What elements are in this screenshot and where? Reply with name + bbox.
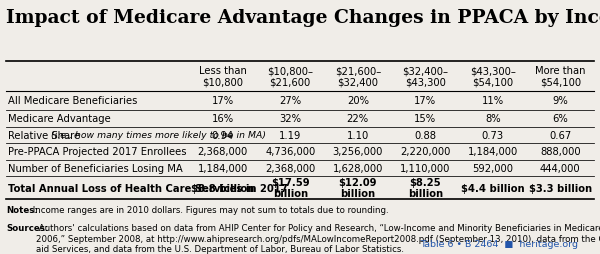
Text: Less than
$10,800: Less than $10,800 (199, 66, 247, 88)
Text: $8.8 billion: $8.8 billion (191, 183, 254, 193)
Text: 27%: 27% (279, 96, 301, 106)
Text: $12.09
billion: $12.09 billion (338, 177, 377, 199)
Text: 8%: 8% (485, 114, 500, 124)
Text: 15%: 15% (414, 114, 436, 124)
Text: $21,600–
$32,400: $21,600– $32,400 (335, 66, 381, 88)
Text: Authors' calculations based on data from AHIP Center for Policy and Research, “L: Authors' calculations based on data from… (36, 223, 600, 253)
Text: $10,800–
$21,600: $10,800– $21,600 (267, 66, 313, 88)
Text: 592,000: 592,000 (472, 163, 513, 173)
Text: 1,184,000: 1,184,000 (197, 163, 248, 173)
Text: $4.4 billion: $4.4 billion (461, 183, 524, 193)
Text: 20%: 20% (347, 96, 369, 106)
Text: 2,368,000: 2,368,000 (265, 163, 316, 173)
Text: 16%: 16% (212, 114, 234, 124)
Text: 1,110,000: 1,110,000 (400, 163, 451, 173)
Text: $17.59
billion: $17.59 billion (271, 177, 310, 199)
Text: $3.3 billion: $3.3 billion (529, 183, 592, 193)
Text: 11%: 11% (482, 96, 504, 106)
Text: 0.73: 0.73 (482, 130, 504, 140)
Text: 0.88: 0.88 (414, 130, 436, 140)
Text: More than
$54,100: More than $54,100 (535, 66, 586, 88)
Text: Income ranges are in 2010 dollars. Figures may not sum to totals due to rounding: Income ranges are in 2010 dollars. Figur… (30, 205, 389, 214)
Text: 1,628,000: 1,628,000 (332, 163, 383, 173)
Text: 0.67: 0.67 (549, 130, 571, 140)
Text: 32%: 32% (279, 114, 301, 124)
Text: 17%: 17% (414, 96, 436, 106)
Text: 444,000: 444,000 (540, 163, 581, 173)
Text: 888,000: 888,000 (540, 147, 581, 157)
Text: 17%: 17% (212, 96, 234, 106)
Text: 2,220,000: 2,220,000 (400, 147, 451, 157)
Text: Pre-PPACA Projected 2017 Enrollees: Pre-PPACA Projected 2017 Enrollees (8, 147, 187, 157)
Text: Medicare Advantage: Medicare Advantage (8, 114, 110, 124)
Text: 1.10: 1.10 (347, 130, 369, 140)
Text: 1,184,000: 1,184,000 (467, 147, 518, 157)
Text: 9%: 9% (553, 96, 568, 106)
Text: All Medicare Beneficiaries: All Medicare Beneficiaries (8, 96, 137, 106)
Text: Sources:: Sources: (6, 223, 49, 232)
Text: 0.94: 0.94 (212, 130, 234, 140)
Text: 1.19: 1.19 (279, 130, 301, 140)
Text: (i.e., how many times more likely to be in MA): (i.e., how many times more likely to be … (51, 131, 266, 140)
Text: 2,368,000: 2,368,000 (197, 147, 248, 157)
Text: $32,400–
$43,300: $32,400– $43,300 (402, 66, 448, 88)
Text: 6%: 6% (553, 114, 568, 124)
Text: 4,736,000: 4,736,000 (265, 147, 316, 157)
Text: Total Annual Loss of Health Care Services in 2017: Total Annual Loss of Health Care Service… (8, 183, 287, 193)
Text: Impact of Medicare Advantage Changes in PPACA by Income: Impact of Medicare Advantage Changes in … (6, 9, 600, 27)
Text: Table 6 • B 2464  ■  heritage.org: Table 6 • B 2464 ■ heritage.org (420, 239, 578, 248)
Text: Relative Share: Relative Share (8, 130, 83, 140)
Text: Number of Beneficiaries Losing MA: Number of Beneficiaries Losing MA (8, 163, 182, 173)
Text: $8.25
billion: $8.25 billion (407, 177, 443, 199)
Text: Notes:: Notes: (6, 205, 38, 214)
Text: $43,300–
$54,100: $43,300– $54,100 (470, 66, 515, 88)
Text: 3,256,000: 3,256,000 (332, 147, 383, 157)
Text: 22%: 22% (347, 114, 369, 124)
